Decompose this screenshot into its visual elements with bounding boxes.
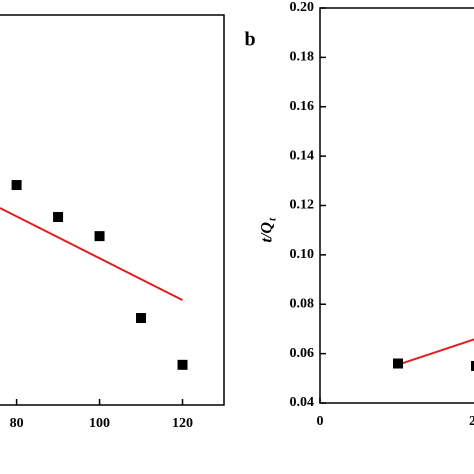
data-point (136, 313, 147, 324)
x-tick-label: 100 (89, 416, 110, 431)
y-axis-label-main: t/Q (259, 222, 276, 243)
y-tick-label: 0.04 (290, 395, 315, 410)
plot-frame (319, 7, 474, 404)
plot-frame (0, 14, 225, 406)
y-tick-label: 0.20 (290, 0, 315, 15)
x-tick-label: 120 (172, 416, 193, 431)
y-tick-label: 0.10 (290, 247, 315, 262)
y-tick-label: 0.12 (290, 198, 315, 213)
data-point (471, 360, 474, 371)
fit-line (397, 338, 474, 366)
y-tick-label: 0.16 (290, 99, 315, 114)
panel-label: b (244, 29, 255, 51)
fit-line (0, 207, 183, 301)
x-tick-label: 0 (317, 414, 324, 429)
y-axis-label: t/Q t (259, 217, 279, 242)
x-tick-label: 20 (469, 414, 474, 429)
data-point (177, 359, 188, 370)
x-tick-label: 80 (10, 416, 24, 431)
y-axis-label-sub: t (267, 217, 279, 221)
data-point (53, 212, 64, 223)
y-tick-label: 0.18 (290, 50, 315, 65)
y-tick-label: 0.14 (290, 148, 315, 163)
data-point (11, 180, 22, 191)
y-tick-label: 0.08 (290, 296, 315, 311)
data-point (393, 358, 403, 369)
data-point (94, 231, 105, 242)
y-tick-label: 0.06 (290, 346, 315, 361)
